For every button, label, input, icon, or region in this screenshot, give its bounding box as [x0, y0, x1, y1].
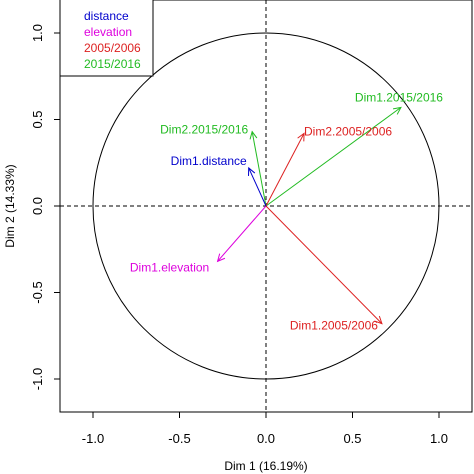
vectors-layer: Dim1.2015/2016 Dim2.2005/2006 Dim2.2015/20…	[130, 90, 443, 332]
y-axis: -1.0 -0.5 0.0 0.5 1.0	[30, 24, 60, 390]
y-axis-label: Dim 2 (14.33%)	[3, 164, 17, 247]
vector-label: Dim1.2005/2006	[290, 319, 378, 333]
vector-label: Dim2.2015/2016	[160, 123, 248, 137]
vector-arrowhead	[249, 130, 258, 140]
vector-arrow	[265, 106, 402, 207]
legend: distance elevation 2005/2006 2015/2016	[59, 0, 154, 77]
x-tick-label: -1.0	[82, 431, 104, 446]
vector-label: Dim1.distance	[171, 154, 247, 168]
vector-label: Dim2.2005/2006	[304, 124, 392, 138]
vector-arrow	[265, 133, 305, 207]
x-tick-label: 0.0	[257, 431, 275, 446]
y-tick-label: -0.5	[30, 281, 45, 303]
y-tick-label: -1.0	[30, 368, 45, 390]
legend-box	[59, 0, 154, 77]
x-tick-label: 0.5	[343, 431, 361, 446]
x-tick-label: -0.5	[168, 431, 190, 446]
vector-arrow	[217, 205, 267, 262]
legend-entry: 2015/2016	[84, 57, 141, 71]
x-tick-label: 1.0	[430, 431, 448, 446]
vector-arrow	[248, 167, 267, 207]
vector-arrowhead	[216, 253, 226, 263]
plot-area: Dim1.2015/2016 Dim2.2005/2006 Dim2.2015/20…	[59, 0, 473, 413]
legend-entry: distance	[84, 9, 129, 23]
vector-arrowhead	[374, 315, 383, 325]
y-tick-label: 0.0	[30, 197, 45, 215]
x-axis: -1.0 -0.5 0.0 0.5 1.0	[82, 412, 448, 446]
y-tick-label: 1.0	[30, 24, 45, 42]
vector-arrowhead	[392, 106, 402, 115]
vector-arrowhead	[248, 166, 256, 176]
legend-entry: 2005/2006	[84, 41, 141, 55]
legend-entry: elevation	[84, 25, 132, 39]
vector-label: Dim1.2015/2016	[355, 90, 443, 104]
vector-arrow	[251, 131, 267, 207]
y-tick-label: 0.5	[30, 110, 45, 128]
vector-label: Dim1.elevation	[130, 260, 209, 274]
x-axis-label: Dim 1 (16.19%)	[224, 459, 307, 473]
vector-arrow	[265, 205, 383, 324]
vector-arrowhead	[297, 132, 305, 142]
